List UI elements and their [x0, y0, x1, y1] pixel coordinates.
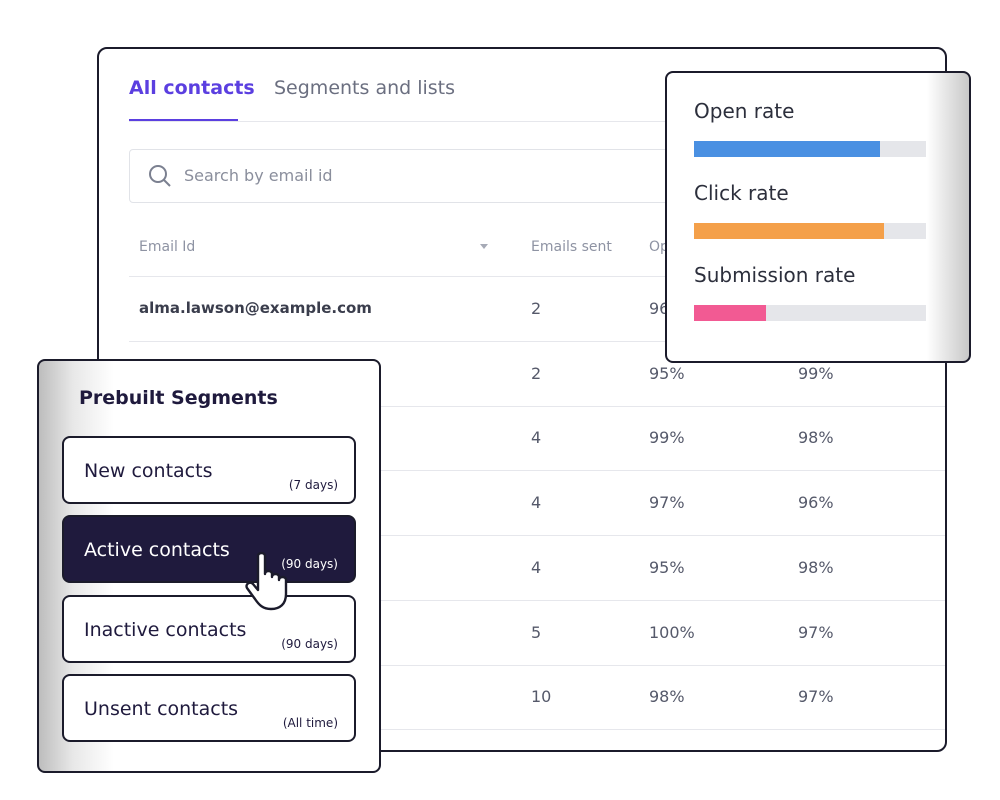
search-box[interactable]: Search by email id: [129, 149, 945, 203]
table-cell: 95%: [649, 557, 685, 577]
table-cell: 95%: [649, 363, 685, 383]
table-cell: 100%: [649, 622, 695, 642]
tab[interactable]: Segments and lists: [274, 77, 456, 99]
table-cell: 98%: [798, 557, 834, 577]
row-divider: [129, 405, 945, 407]
table-cell: 97%: [798, 687, 834, 707]
table-cell: 96%: [798, 493, 834, 513]
tab-underline: [129, 119, 238, 121]
segment-period: (7 days): [288, 478, 338, 492]
rate-track: [694, 223, 926, 239]
sort-icon[interactable]: [479, 243, 489, 251]
segment-button[interactable]: Active contacts (90 days): [62, 515, 356, 584]
row-divider: [129, 664, 945, 666]
rate-label: Submission rate: [694, 263, 856, 287]
table-cell: 4: [531, 428, 542, 448]
table-cell: 98%: [649, 687, 685, 707]
table-cell: 97%: [798, 622, 834, 642]
segment-button[interactable]: New contacts (7 days): [62, 436, 356, 504]
table-cell: 2: [531, 299, 542, 318]
table-cell: 5: [531, 622, 542, 642]
row-divider: [129, 341, 945, 342]
rate-bar: [694, 223, 885, 239]
search-placeholder: Search by email id: [184, 166, 333, 185]
rate-label: Open rate: [694, 99, 795, 123]
rate-bar: [694, 305, 766, 321]
rate-label: Click rate: [694, 181, 789, 205]
segment-label: Unsent contacts: [84, 697, 239, 720]
table-cell: 98%: [798, 428, 834, 448]
column-header[interactable]: Email Id: [139, 239, 196, 255]
segment-label: Active contacts: [84, 539, 230, 562]
table-cell: 99%: [649, 428, 685, 448]
table-cell: 4: [531, 493, 542, 513]
rate-track: [694, 141, 926, 157]
segment-label: New contacts: [84, 460, 213, 482]
tab[interactable]: All contacts: [129, 77, 255, 99]
row-divider: [129, 470, 945, 472]
row-divider: [129, 535, 945, 537]
rate-bar: [694, 141, 880, 157]
segment-label: Inactive contacts: [84, 618, 247, 641]
panel-title: Prebuilt Segments: [79, 387, 278, 409]
row-divider: [129, 276, 945, 277]
table-cell: 2: [531, 363, 542, 383]
table-cell: 97%: [649, 493, 685, 513]
segment-period: (90 days): [281, 557, 338, 572]
rates-card: Open rate Click rate Submission rate: [665, 71, 971, 363]
search-icon: [149, 165, 171, 187]
column-header[interactable]: Emails sent: [531, 239, 612, 255]
segment-period: (90 days): [281, 636, 338, 651]
table-cell: 99%: [798, 363, 834, 383]
row-divider: [129, 599, 945, 601]
rate-track: [694, 305, 926, 321]
table-cell: 4: [531, 557, 542, 577]
segments-panel: Prebuilt Segments New contacts (7 days) Ac…: [37, 359, 381, 773]
divider: [129, 121, 945, 122]
hand-cursor: [245, 552, 288, 611]
segment-button[interactable]: Inactive contacts (90 days): [62, 594, 356, 663]
table-cell: alma.lawson@example.com: [139, 299, 372, 317]
table-cell: 10: [531, 687, 552, 707]
segment-period: (All time): [282, 715, 338, 730]
segment-button[interactable]: Unsent contacts (All time): [62, 673, 356, 742]
row-divider: [129, 729, 945, 731]
